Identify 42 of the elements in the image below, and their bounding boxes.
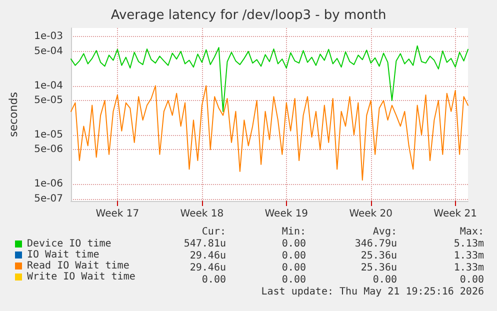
y-tick-label: 1e-06 bbox=[34, 178, 63, 190]
chart-title: Average latency for /dev/loop3 - by month bbox=[110, 8, 386, 23]
y-tick-label: 5e-06 bbox=[34, 144, 63, 156]
line-series bbox=[70, 45, 468, 112]
x-tick-label: Week 21 bbox=[434, 208, 477, 220]
x-tick-label: Week 20 bbox=[349, 208, 393, 220]
y-tick-label: 5e-04 bbox=[34, 46, 63, 57]
x-tick-label: Week 18 bbox=[180, 208, 224, 220]
text: 0.00 bbox=[202, 274, 226, 286]
text: 29.46u bbox=[190, 262, 226, 274]
y-tick-label: 1e-03 bbox=[34, 31, 63, 42]
text: Min: bbox=[282, 226, 306, 238]
line-series bbox=[70, 85, 468, 181]
text: 5.13m bbox=[454, 238, 484, 250]
text: Max: bbox=[460, 226, 484, 238]
text: 1.33m bbox=[454, 262, 484, 274]
x-tick-label: Week 19 bbox=[264, 208, 308, 220]
legend-label: Device IO time bbox=[27, 238, 112, 250]
text: Avg: bbox=[372, 226, 397, 238]
legend-label: Write IO Wait time bbox=[27, 272, 136, 282]
text: 346.79u bbox=[354, 238, 397, 250]
text: 25.36u bbox=[360, 262, 397, 274]
y-axis-title: seconds bbox=[7, 92, 20, 137]
y-tick-label: 1e-05 bbox=[34, 129, 63, 140]
text: Cur: bbox=[202, 226, 226, 238]
y-tick-label: 1e-04 bbox=[34, 80, 63, 92]
text: 0.00 bbox=[282, 274, 306, 286]
legend-label: Read IO Wait time bbox=[27, 260, 130, 272]
y-tick-label: 5e-05 bbox=[34, 95, 63, 106]
text: 0.00 bbox=[282, 262, 306, 274]
legend-label: IO Wait time bbox=[27, 250, 100, 260]
text: 0.00 bbox=[282, 238, 306, 250]
text: 0.00 bbox=[460, 274, 484, 286]
text: 547.81u bbox=[184, 238, 226, 250]
text: 29.46u bbox=[190, 250, 226, 262]
text: 0.00 bbox=[282, 250, 306, 262]
text: Last update: Thu May 21 19:25:16 2026 bbox=[261, 286, 484, 298]
x-tick-label: Week 17 bbox=[96, 208, 140, 220]
text: 25.36u bbox=[360, 250, 397, 262]
text: 0.00 bbox=[372, 274, 397, 286]
y-tick-label: 5e-07 bbox=[34, 193, 63, 204]
text: 1.33m bbox=[454, 250, 484, 262]
